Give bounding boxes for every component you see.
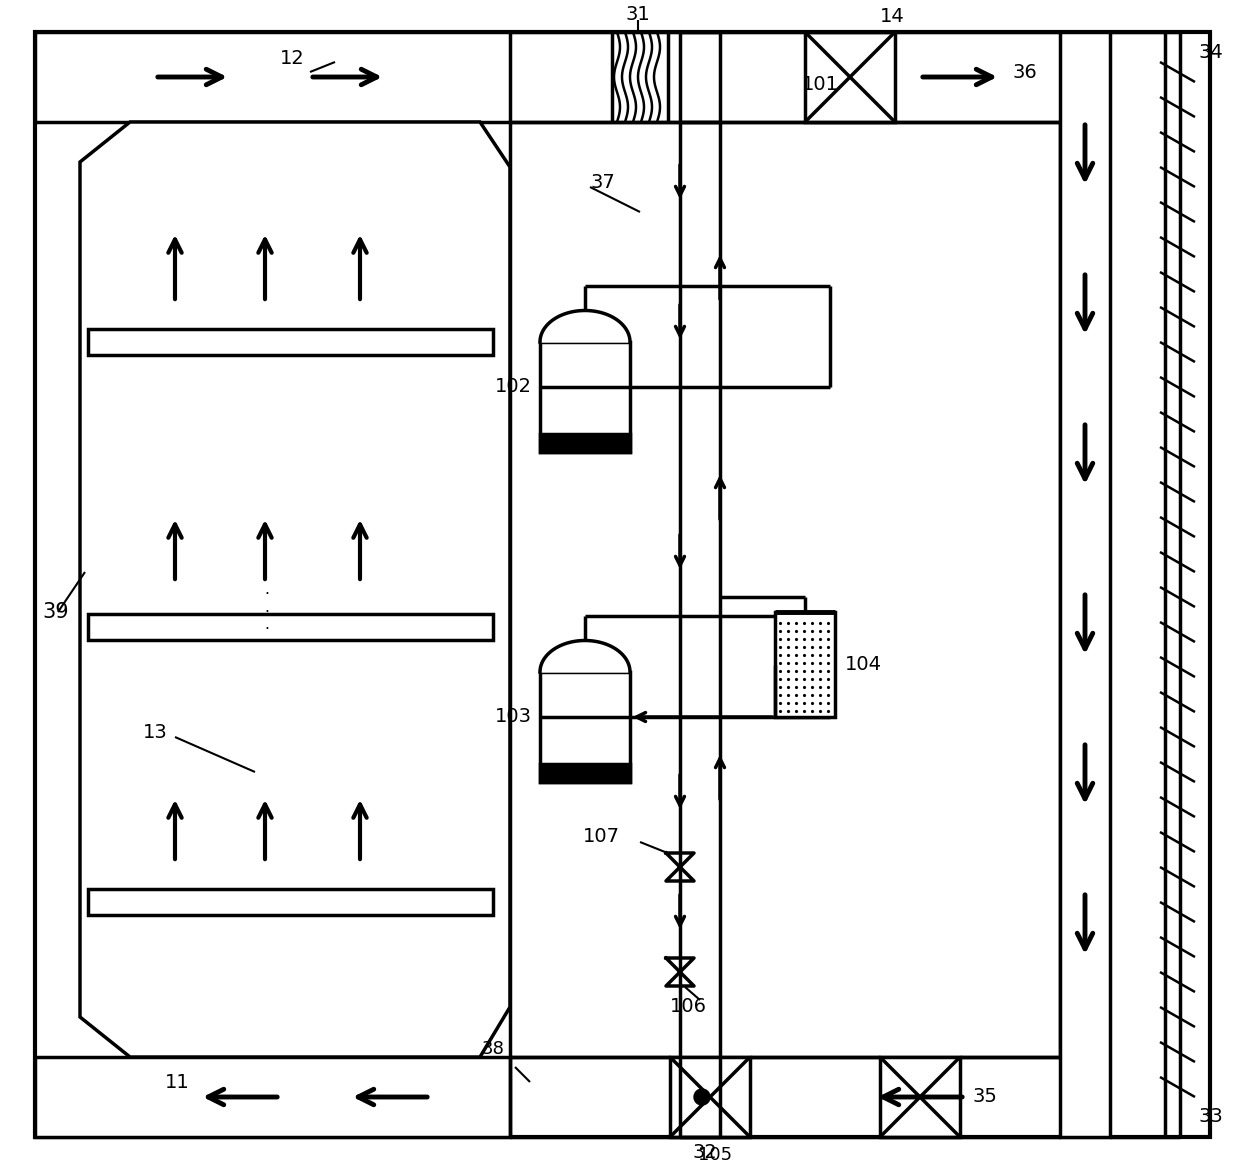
Text: 101: 101 (801, 75, 838, 95)
Text: 36: 36 (1012, 62, 1037, 82)
Polygon shape (680, 958, 694, 986)
Text: 12: 12 (280, 49, 305, 68)
Text: 31: 31 (626, 5, 650, 23)
Text: 35: 35 (972, 1088, 997, 1106)
Text: .
.
.: . . . (264, 582, 269, 632)
Bar (539, 342, 630, 452)
Bar (88, 890, 494, 915)
Text: 13: 13 (143, 722, 167, 742)
Text: 34: 34 (1198, 42, 1223, 61)
Polygon shape (81, 122, 510, 1057)
Text: 39: 39 (42, 602, 68, 622)
Text: 106: 106 (670, 997, 707, 1016)
Bar (880, 1057, 960, 1137)
Bar (670, 1057, 750, 1137)
Text: 105: 105 (698, 1146, 732, 1164)
Bar (775, 612, 835, 717)
Bar (510, 122, 1060, 1057)
Bar (539, 434, 630, 452)
Polygon shape (539, 641, 630, 672)
Polygon shape (666, 958, 680, 986)
Circle shape (694, 1089, 711, 1105)
Bar (35, 32, 510, 122)
Text: 107: 107 (583, 827, 620, 846)
Text: 102: 102 (495, 377, 532, 396)
Text: 37: 37 (590, 172, 615, 191)
Polygon shape (680, 853, 694, 881)
Bar (539, 672, 630, 782)
Polygon shape (666, 853, 680, 881)
Text: 33: 33 (1198, 1108, 1223, 1126)
Bar (88, 329, 494, 355)
Text: 104: 104 (844, 655, 882, 675)
Text: 32: 32 (693, 1143, 718, 1161)
Bar (1060, 32, 1110, 1137)
Bar (88, 614, 494, 640)
Bar (805, 32, 895, 122)
Text: 103: 103 (495, 708, 532, 727)
Polygon shape (539, 311, 630, 342)
Text: 38: 38 (482, 1040, 505, 1058)
Bar (539, 764, 630, 782)
Text: 11: 11 (165, 1072, 190, 1091)
Text: 14: 14 (880, 7, 905, 27)
Bar (35, 1057, 510, 1137)
